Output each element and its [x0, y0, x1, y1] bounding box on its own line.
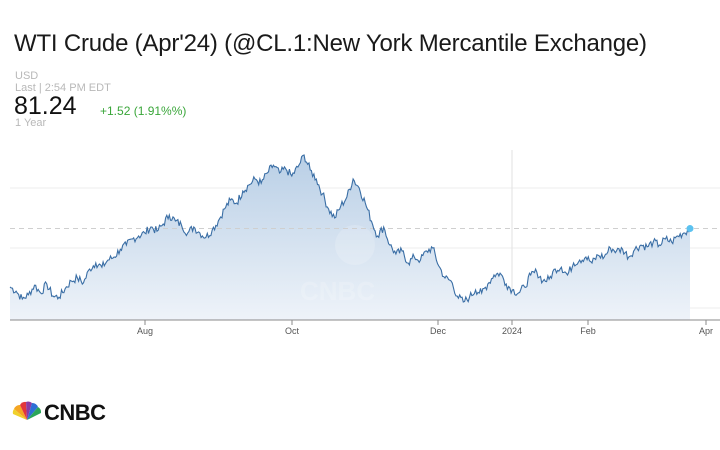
- x-tick-label-4: Feb: [580, 326, 596, 336]
- x-tick-label-2: Dec: [430, 326, 447, 336]
- price-chart[interactable]: CNBC Aug Oct Dec 2024 Feb Apr: [0, 140, 720, 340]
- x-axis-ticks: Aug Oct Dec 2024 Feb Apr: [137, 320, 713, 336]
- cnbc-peacock-icon: [12, 401, 42, 420]
- last-price-marker: [686, 225, 694, 233]
- cnbc-logo-text: CNBC: [44, 400, 106, 425]
- x-tick-label-5: Apr: [699, 326, 713, 336]
- currency-label: USD: [15, 70, 39, 82]
- price-line: [9, 154, 691, 303]
- price-area: [10, 155, 690, 320]
- price-change: +1.52 (1.91%%): [100, 104, 187, 118]
- svg-text:CNBC: CNBC: [300, 276, 375, 306]
- time-period: 1 Year: [15, 117, 47, 129]
- chart-title: WTI Crude (Apr'24) (@CL.1:New York Merca…: [14, 30, 647, 57]
- cnbc-watermark: CNBC: [300, 225, 375, 306]
- last-updated: Last | 2:54 PM EDT: [15, 82, 111, 94]
- x-tick-label-0: Aug: [137, 326, 153, 336]
- last-price: 81.24: [14, 92, 77, 120]
- x-tick-label-3: 2024: [502, 326, 522, 336]
- x-tick-label-1: Oct: [285, 326, 300, 336]
